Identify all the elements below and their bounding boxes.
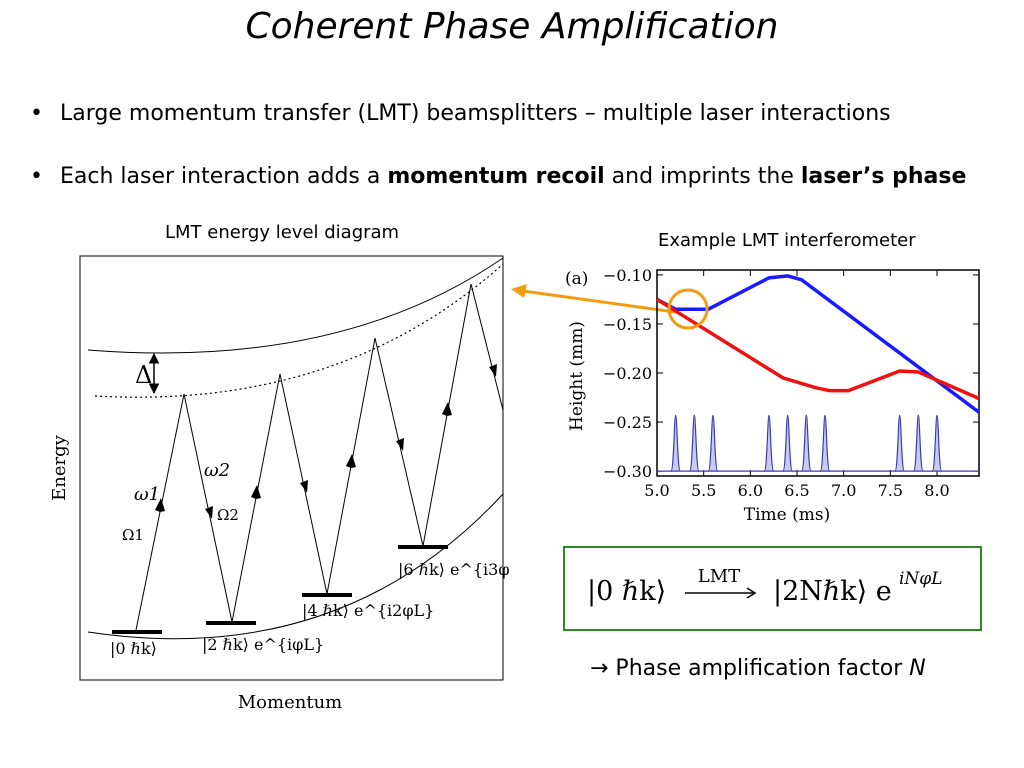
laser-pulse xyxy=(913,414,924,472)
plot-series xyxy=(656,274,981,472)
upper-path-line xyxy=(656,274,981,414)
upper-solid-curve xyxy=(87,257,504,354)
y-tick-label: −0.20 xyxy=(603,364,652,383)
laser-pulse xyxy=(670,414,681,472)
laser-pulse xyxy=(707,414,719,472)
right-arrow-icon: → xyxy=(590,656,609,681)
highlight-arrow xyxy=(511,284,676,314)
laser-pulse xyxy=(819,414,831,472)
state-6-label: |6 ℏk⟩ e^{i3φL} xyxy=(398,560,510,579)
y-tick-label: −0.10 xyxy=(603,266,652,285)
laser-pulse xyxy=(931,414,943,472)
laser-pulse xyxy=(763,414,775,472)
energy-axis-label: Energy xyxy=(49,434,70,501)
interferometer-caption: Example LMT interferometer xyxy=(658,230,916,251)
y-tick-label: −0.15 xyxy=(603,315,652,334)
factor-n: N xyxy=(909,656,926,681)
bullet-text-pre: Each laser interaction adds a xyxy=(60,164,388,189)
bullet-mark: • xyxy=(30,164,43,189)
laser-pulse xyxy=(894,414,905,472)
bullet-lmt-beamsplitters: • Large momentum transfer (LMT) beamsplit… xyxy=(30,101,891,126)
laser-pulse xyxy=(782,414,793,472)
state-0-label: |0 ℏk⟩ xyxy=(110,639,157,658)
footer-text: Phase amplification factor xyxy=(608,656,910,681)
x-tick-label: 7.0 xyxy=(831,481,856,500)
highlight-circle xyxy=(667,288,709,330)
bullet-laser-interaction: • Each laser interaction adds a momentum … xyxy=(30,164,966,189)
panel-label: (a) xyxy=(565,269,588,289)
arrowheads xyxy=(155,364,497,519)
laser-pulse xyxy=(689,414,700,472)
slide-title: Coherent Phase Amplification xyxy=(245,6,779,47)
delta-label: Δ xyxy=(135,361,152,389)
x-axis-title: Time (ms) xyxy=(744,505,830,525)
y-tick-label: −0.25 xyxy=(603,413,652,432)
omega1-label: ω1 xyxy=(134,484,160,505)
plot-ticks: 5.0 5.5 6.0 6.5 7.0 7.5 8.0 −0.10 −0.15 −0.20 −0.2… xyxy=(603,266,979,500)
diagram-frame xyxy=(79,255,504,681)
rabi1-label: Ω1 xyxy=(122,526,144,544)
phase-amplification-note: → Phase amplification factor N xyxy=(590,656,926,681)
lmt-energy-diagram: Δ ω1 Ω1 ω2 Ω2 |0 ℏk⟩ |2 ℏk⟩ e^{iφL} |4 ℏ… xyxy=(49,255,510,713)
bullet-bold-laser-phase: laser’s phase xyxy=(800,164,967,189)
y-tick-label: −0.30 xyxy=(603,462,652,481)
lower-parabola xyxy=(87,493,504,640)
lmt-interferometer-plot: (a) 5.0 5.5 6.0 6.5 7.0 7.5 8.0 −0.10 −0.15 −0.20… xyxy=(565,266,981,525)
omega2-label: ω2 xyxy=(204,460,230,481)
x-tick-label: 6.0 xyxy=(738,481,763,500)
bullet-text: Large momentum transfer (LMT) beamsplitt… xyxy=(60,101,891,126)
equation-arrow-label: LMT xyxy=(698,566,740,587)
x-tick-label: 5.5 xyxy=(691,481,716,500)
x-tick-label: 6.5 xyxy=(784,481,809,500)
equation-right: |2Nℏk⟩ e xyxy=(773,576,892,607)
bullet-mark: • xyxy=(30,101,43,126)
equation-exponent: iNφL xyxy=(899,569,943,589)
lmt-equation: |0 ℏk⟩ LMT |2Nℏk⟩ e iNφL xyxy=(587,566,943,607)
state-2-label: |2 ℏk⟩ e^{iφL} xyxy=(202,635,324,654)
state-4-label: |4 ℏk⟩ e^{i2φL} xyxy=(302,601,434,620)
x-tick-label: 5.0 xyxy=(644,481,669,500)
bullet-text-mid: and imprints the xyxy=(604,164,801,189)
lower-path-line xyxy=(656,297,980,401)
x-tick-label: 7.5 xyxy=(878,481,903,500)
rabi2-label: Ω2 xyxy=(217,506,239,524)
upper-dotted-curve xyxy=(94,263,504,398)
diagram-caption: LMT energy level diagram xyxy=(165,222,400,243)
laser-pulse xyxy=(801,414,812,472)
bullet-bold-momentum-recoil: momentum recoil xyxy=(387,164,605,189)
y-axis-title: Height (mm) xyxy=(567,321,587,431)
equation-left: |0 ℏk⟩ xyxy=(587,576,666,607)
momentum-axis-label: Momentum xyxy=(238,692,342,713)
x-tick-label: 8.0 xyxy=(924,481,949,500)
equation-box: |0 ℏk⟩ LMT |2Nℏk⟩ e iNφL xyxy=(563,546,982,631)
state-levels xyxy=(112,545,448,634)
